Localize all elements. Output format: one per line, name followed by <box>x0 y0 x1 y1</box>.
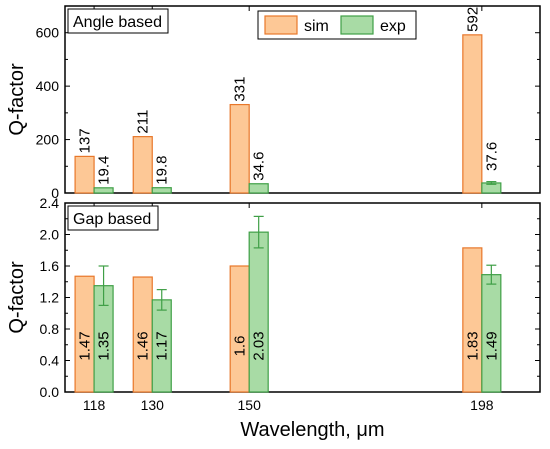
y-tick-label: 0.8 <box>40 321 60 337</box>
data-label: 19.4 <box>96 156 113 185</box>
data-label: 211 <box>135 110 152 134</box>
panel-title-box: Gap based <box>67 205 159 231</box>
y-tick-label: 400 <box>36 78 60 94</box>
y-tick-label: 1.6 <box>40 258 60 274</box>
legend-label-exp: exp <box>380 18 406 35</box>
panel-title: Angle based <box>73 14 162 31</box>
bar-exp <box>93 187 114 194</box>
y-tick-label: 1.2 <box>40 290 60 306</box>
bar-exp <box>248 183 269 194</box>
bar-sim <box>229 103 250 194</box>
data-label: 1.46 <box>135 331 152 360</box>
y-tick-label: 2.4 <box>40 195 60 211</box>
data-label: 331 <box>232 77 249 102</box>
bar-sim <box>229 265 250 393</box>
plot-frame-1 <box>64 5 541 194</box>
data-label: 37.6 <box>483 142 500 171</box>
x-axis-label: Wavelength, μm <box>240 419 384 441</box>
data-label: 1.49 <box>483 331 500 360</box>
panel-title-frame <box>67 205 159 231</box>
y-axis-label: Q-factor <box>6 63 28 136</box>
y-tick-label: 0 <box>51 185 59 201</box>
data-label: 34.6 <box>251 152 268 181</box>
legend-swatch-exp <box>340 15 374 35</box>
data-label: 1.6 <box>232 336 249 357</box>
legend-label-sim: sim <box>304 18 329 35</box>
y-tick-label: 2.0 <box>40 227 60 243</box>
x-tick-label: 150 <box>238 397 262 413</box>
y-tick-label: 600 <box>36 25 60 41</box>
data-label: 2.03 <box>251 331 268 360</box>
bar-sim <box>462 34 483 194</box>
bar-exp <box>151 187 172 194</box>
x-tick-label: 198 <box>470 397 494 413</box>
data-label: 1.35 <box>96 331 113 360</box>
data-label: 592 <box>464 7 481 32</box>
panel-title-box: Angle based <box>67 8 169 34</box>
bar-sim <box>462 247 483 393</box>
panel-title: Gap based <box>73 211 151 228</box>
data-label: 137 <box>77 128 94 153</box>
data-label: 19.8 <box>154 156 171 185</box>
y-tick-label: 0.4 <box>40 353 60 369</box>
x-tick-label: 118 <box>83 397 106 413</box>
legend: sim exp <box>257 10 417 40</box>
bar-sim <box>74 155 95 194</box>
x-tick-label: 130 <box>141 397 165 413</box>
data-label: 1.47 <box>77 331 94 360</box>
y-tick-label: 0.0 <box>40 384 60 400</box>
y-axis-label: Q-factor <box>6 261 28 334</box>
bar-exp <box>248 231 269 393</box>
y-tick-label: 200 <box>36 132 60 148</box>
legend-swatch-sim <box>264 15 298 35</box>
bar-sim <box>132 136 153 194</box>
panel-title-frame <box>67 8 169 34</box>
data-label: 1.17 <box>154 331 171 360</box>
data-label: 1.83 <box>464 331 481 360</box>
